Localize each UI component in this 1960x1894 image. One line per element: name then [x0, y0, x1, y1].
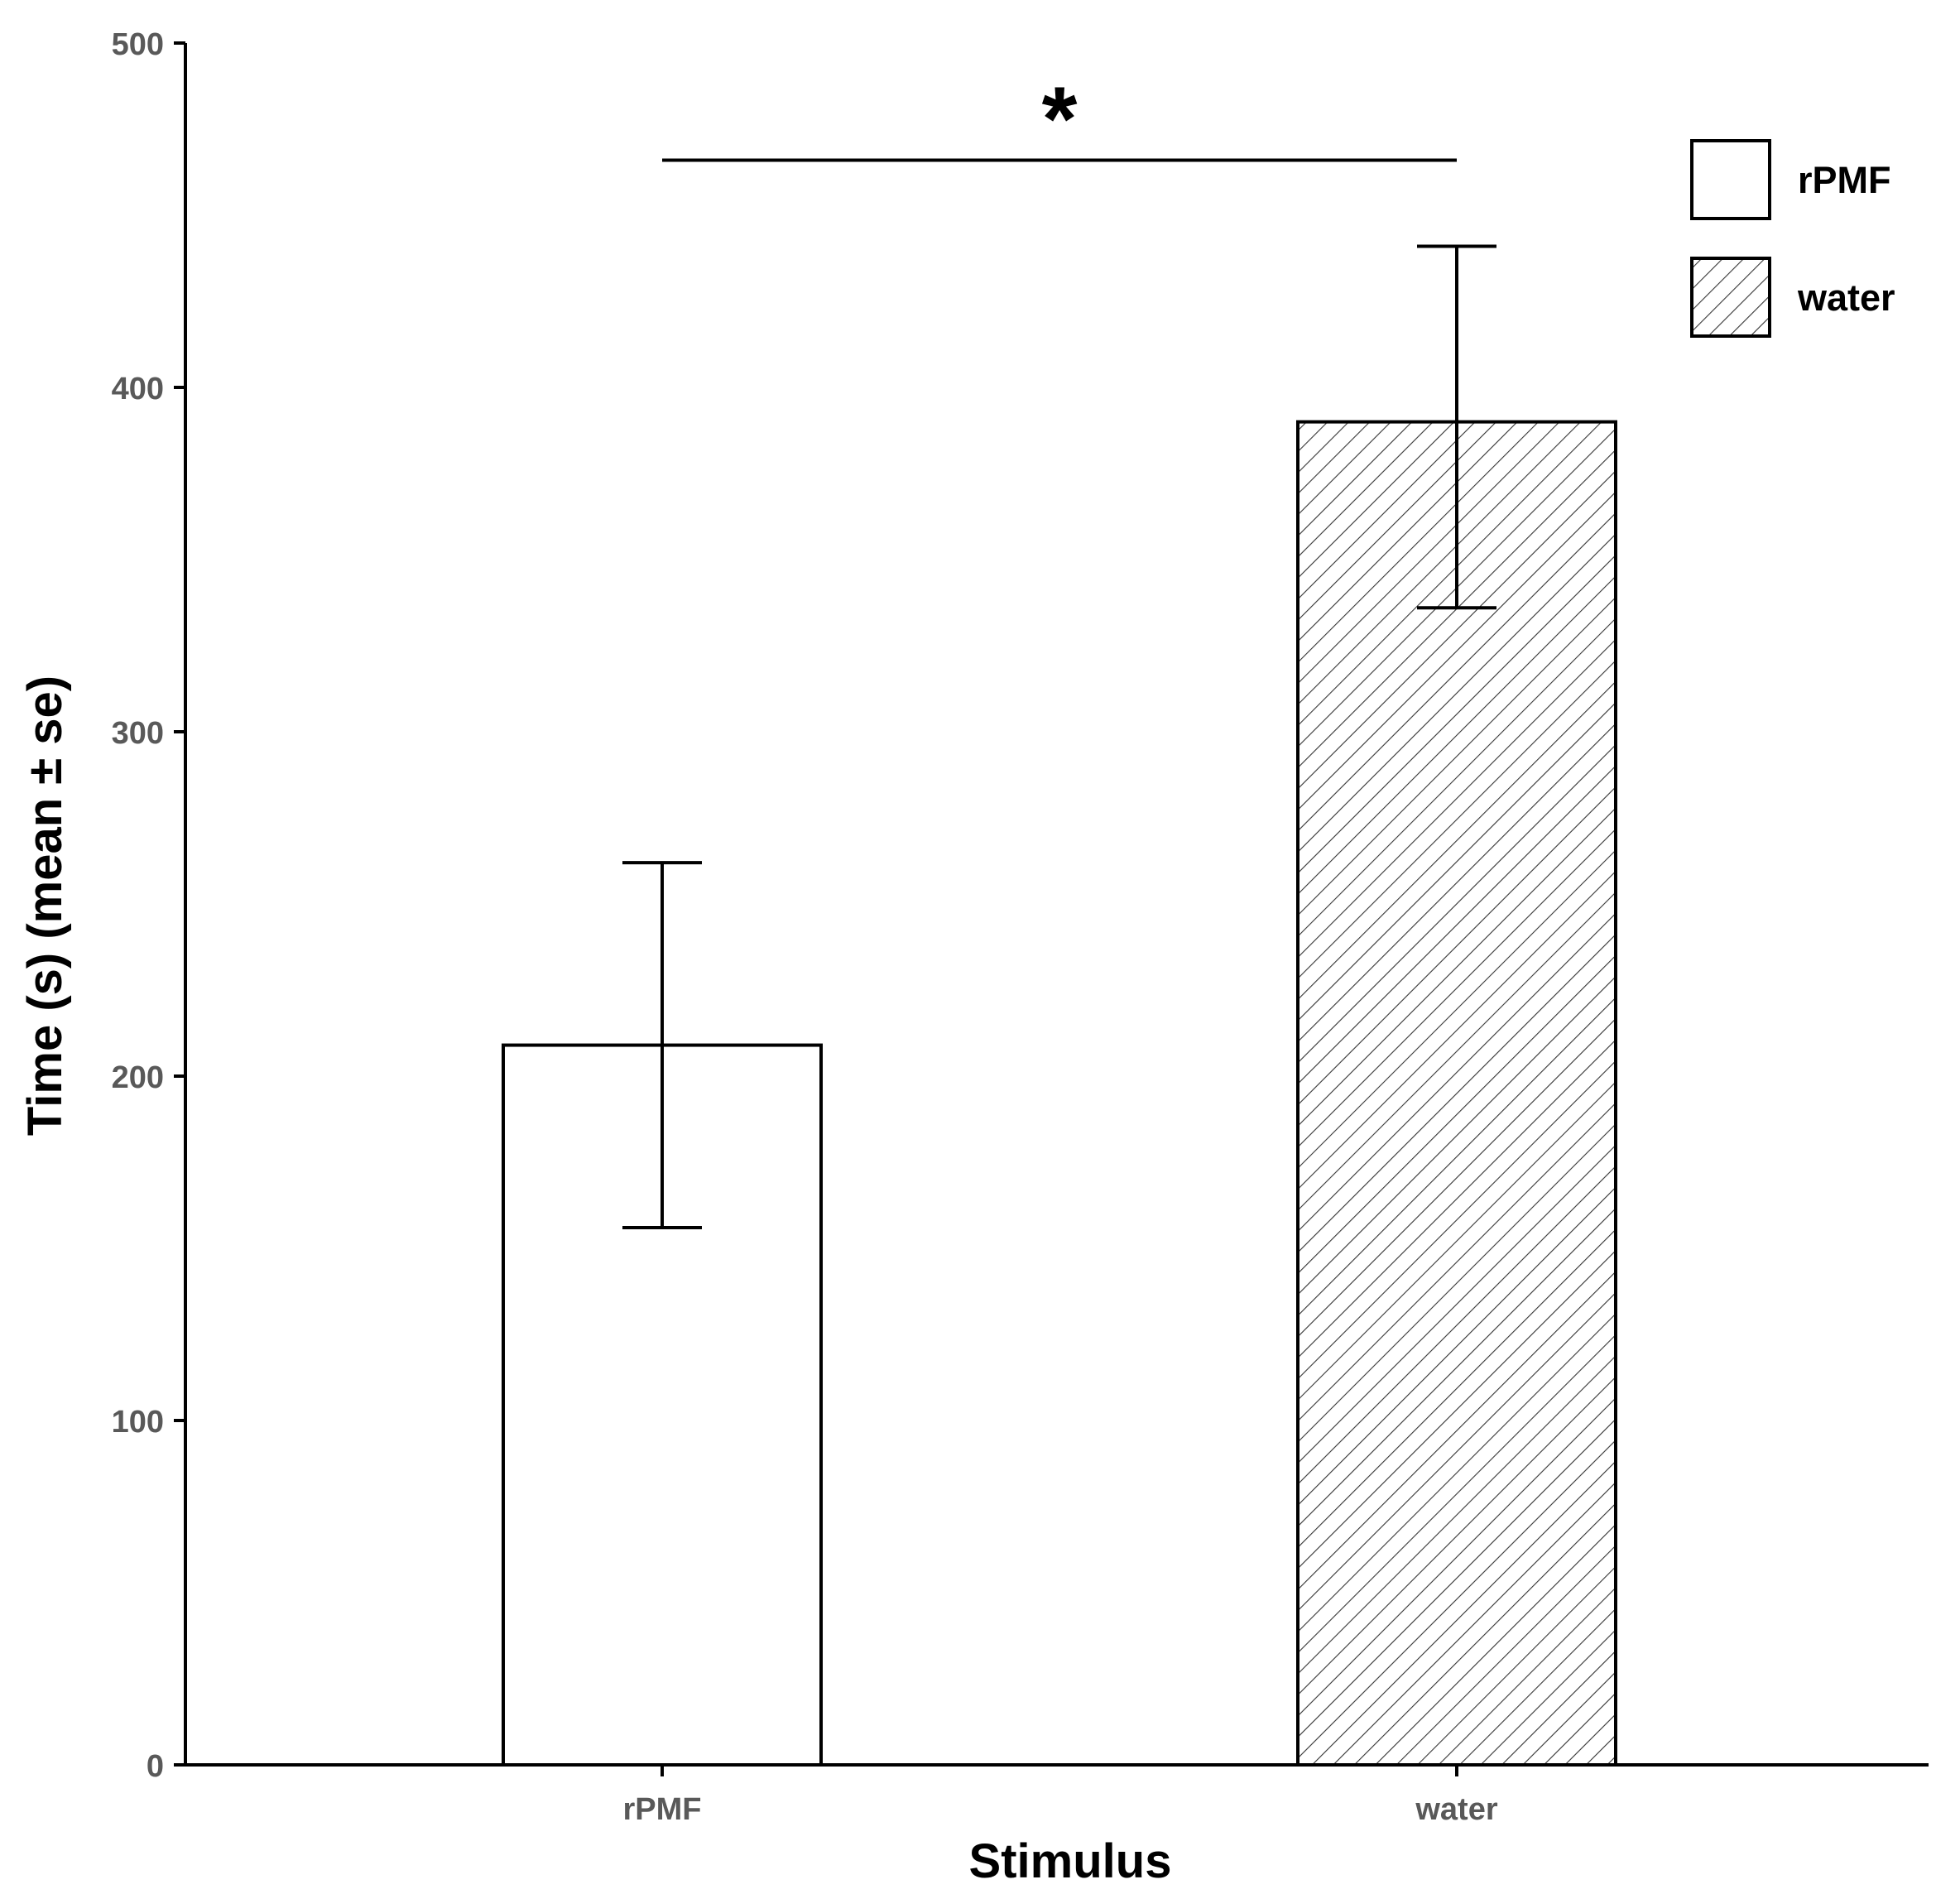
x-axis-title: Stimulus: [969, 1834, 1172, 1888]
bar-water: [1296, 420, 1617, 1767]
y-tick-label: 100: [112, 1405, 164, 1440]
y-tick-label: 300: [112, 716, 164, 751]
error-bar-water: [1417, 244, 1496, 610]
x-axis-ticks: rPMF water: [623, 1765, 1498, 1827]
significance-label: *: [1042, 68, 1078, 170]
y-tick-label: 0: [147, 1749, 164, 1784]
legend-label: rPMF: [1798, 159, 1891, 201]
y-tick-label: 500: [112, 27, 164, 62]
legend-item-water: water: [1690, 257, 1895, 338]
x-tick-label: water: [1415, 1792, 1497, 1827]
x-tick-label: rPMF: [623, 1792, 702, 1827]
bars: [502, 420, 1617, 1767]
y-tick-label: 200: [112, 1060, 164, 1095]
error-bars: [622, 244, 1496, 1230]
error-bar-rpmf: [622, 861, 702, 1230]
y-axis-title: Time (s) (mean ± se): [18, 675, 72, 1136]
legend-label: water: [1797, 276, 1895, 319]
y-axis-ticks: 0 100 200 300 400 500: [112, 27, 185, 1784]
y-tick-label: 400: [112, 372, 164, 406]
legend-swatch: [1690, 257, 1771, 338]
legend-item-rpmf: rPMF: [1690, 139, 1891, 220]
legend-swatch: [1690, 139, 1771, 220]
legend: rPMF water: [1690, 139, 1895, 338]
